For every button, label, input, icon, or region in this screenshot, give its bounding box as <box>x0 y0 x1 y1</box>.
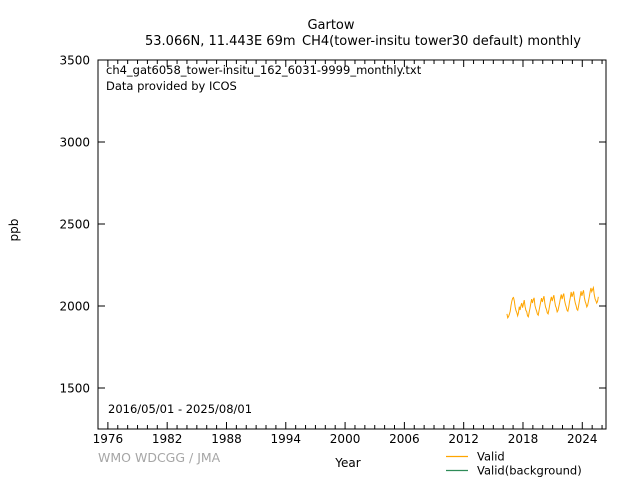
station-coordinates: 53.066N, 11.443E 69m <box>145 34 296 49</box>
x-axis-label: Year <box>334 456 360 470</box>
x-tick-label: 1988 <box>211 432 242 446</box>
data-filename: ch4_gat6058_tower-insitu_162_6031-9999_m… <box>106 63 422 77</box>
x-tick-label: 2012 <box>448 432 479 446</box>
x-tick-label: 1982 <box>152 432 183 446</box>
data-period: 2016/05/01 - 2025/08/01 <box>108 402 252 416</box>
plot-frame <box>97 59 607 430</box>
y-axis-label: ppb <box>7 219 21 242</box>
chart-title: Gartow <box>307 18 354 33</box>
credit-text: WMO WDCGG / JMA <box>98 450 221 465</box>
data-provider: Data provided by ICOS <box>106 79 237 93</box>
parameter-description: CH4(tower-insitu tower30 default) monthl… <box>302 34 581 49</box>
x-tick-label: 2006 <box>389 432 420 446</box>
y-tick-label: 2500 <box>59 218 90 232</box>
chart-legend: Valid Valid(background) <box>446 450 582 478</box>
x-tick-label: 2000 <box>330 432 361 446</box>
x-tick-label: 2024 <box>567 432 598 446</box>
y-tick-label: 3000 <box>59 136 90 150</box>
x-tick-label: 1976 <box>93 432 124 446</box>
data-series <box>506 285 599 320</box>
valid-legend-label: Valid <box>477 450 505 464</box>
y-tick-label: 1500 <box>59 382 90 396</box>
y-tick-label: 3500 <box>59 54 90 68</box>
x-tick-label: 1994 <box>271 432 302 446</box>
axis-ticks: 1976 1982 1988 1994 2000 2006 2012 2018 2024 1500… <box>59 54 606 446</box>
x-tick-label: 2018 <box>508 432 539 446</box>
y-tick-label: 2000 <box>59 300 90 314</box>
valid-series-line <box>506 285 599 320</box>
valid-background-legend-label: Valid(background) <box>477 464 582 478</box>
